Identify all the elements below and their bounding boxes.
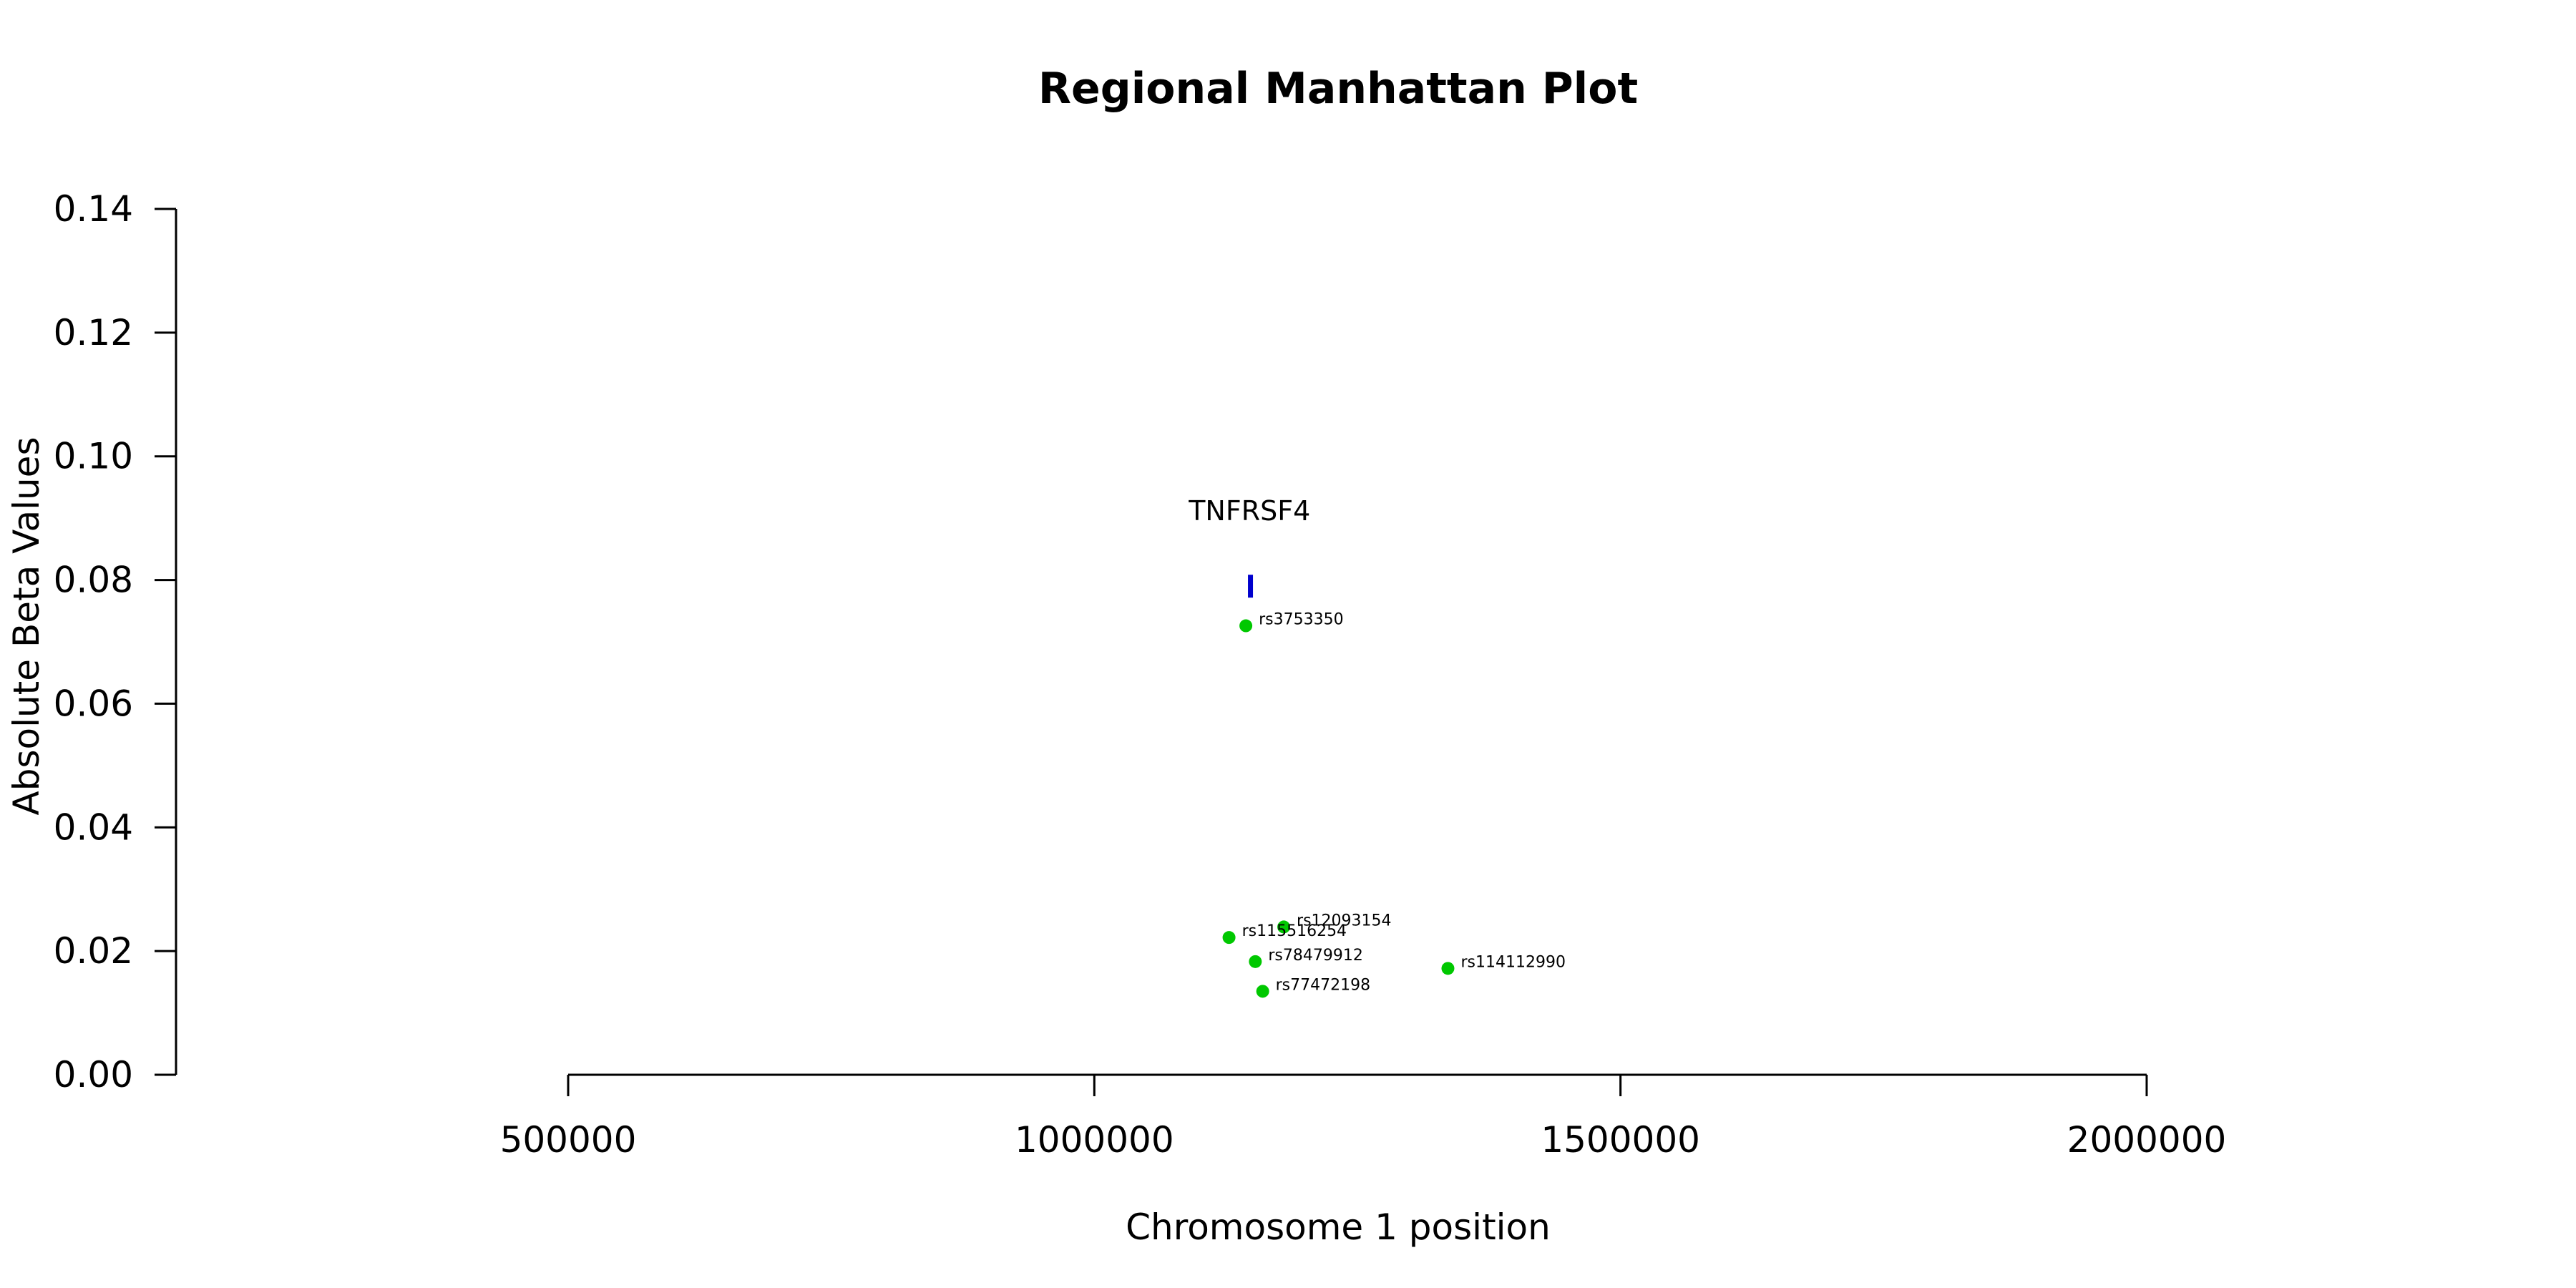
y-tick-label: 0.06	[54, 683, 133, 724]
snp-point	[1249, 955, 1262, 968]
y-tick-label: 0.04	[54, 806, 133, 848]
snp-label: rs12093154	[1297, 912, 1391, 930]
snp-label: rs3753350	[1259, 611, 1344, 629]
snp-point	[1239, 619, 1253, 633]
x-tick-label: 1000000	[1015, 1119, 1174, 1161]
snp-label: rs114112990	[1460, 953, 1565, 971]
x-tick-label: 2000000	[2067, 1119, 2227, 1161]
y-tick-label: 0.00	[54, 1054, 133, 1096]
y-tick-label: 0.10	[54, 436, 133, 477]
gene-bar	[1248, 575, 1254, 598]
axes: 0.00 0.02 0.04 0.06 0.08 0.10 0.12 0.14 500000 10…	[54, 188, 2227, 1161]
snp-point	[1222, 931, 1236, 945]
y-tick-label: 0.14	[54, 188, 133, 230]
snp-point	[1277, 920, 1291, 934]
snp-point	[1441, 962, 1455, 975]
x-tick-label: 500000	[500, 1119, 637, 1161]
y-tick-label: 0.08	[54, 560, 133, 601]
snp-point	[1256, 985, 1269, 998]
gene-label: TNFRSF4	[1188, 495, 1310, 527]
x-tick-label: 1500000	[1541, 1119, 1700, 1161]
snp-label: rs78479912	[1268, 947, 1362, 965]
y-tick-label: 0.12	[54, 312, 133, 353]
x-axis-label: Chromosome 1 position	[1126, 1206, 1551, 1248]
snp-label: rs115516254	[1242, 922, 1347, 940]
snp-label: rs77472198	[1276, 976, 1370, 994]
gene-track: TNFRSF4	[1188, 495, 1310, 598]
y-axis-label: Absolute Beta Values	[6, 437, 47, 816]
y-tick-label: 0.02	[54, 930, 133, 972]
chart-title: Regional Manhattan Plot	[1038, 64, 1638, 114]
